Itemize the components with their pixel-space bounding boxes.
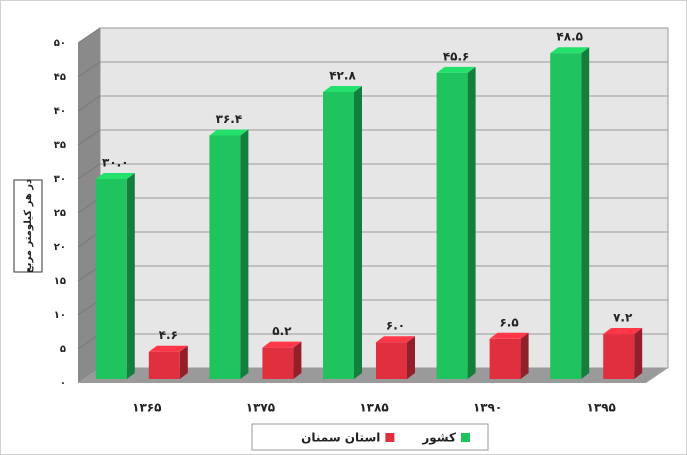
legend-label: کشور — [421, 431, 456, 446]
value-label: ۷.۲ — [613, 311, 633, 325]
y-tick-label: ۲۰ — [54, 242, 66, 253]
value-label: ۴۲.۸ — [329, 68, 356, 82]
bar — [209, 135, 241, 379]
bar — [603, 334, 635, 379]
x-tick-label: ۱۳۶۵ — [132, 401, 161, 415]
value-label: ۴.۶ — [159, 328, 178, 342]
legend-swatch — [385, 433, 395, 442]
legend-swatch — [461, 433, 470, 442]
grid-line-side — [77, 61, 101, 78]
legend-label: استان سمنان — [301, 431, 380, 445]
value-label: ۴۸.۵ — [556, 30, 583, 44]
y-tick-label: ۳۵ — [54, 140, 66, 151]
bar-side — [293, 341, 302, 379]
grid-line-side — [77, 163, 101, 180]
bar-top — [603, 328, 643, 335]
y-tick-label: ۱۰ — [54, 310, 66, 321]
bar-top — [323, 85, 362, 92]
y-tick-label: ۵۰ — [54, 38, 66, 49]
x-tick-label: ۱۳۹۵ — [587, 401, 616, 415]
bar — [489, 338, 521, 379]
bar-top — [209, 129, 249, 136]
bar-side — [520, 332, 529, 379]
bar-top — [262, 341, 302, 348]
x-tick-label: ۱۳۸۵ — [359, 401, 388, 415]
bar-top — [95, 173, 135, 179]
value-label: ۶.۰ — [386, 319, 405, 333]
bar — [550, 53, 582, 379]
grid-line-side — [77, 27, 101, 44]
value-label: ۳۶.۴ — [216, 112, 243, 126]
y-tick-label: ۵ — [60, 344, 66, 355]
value-label: ۴۵.۶ — [443, 49, 470, 63]
bar — [148, 351, 180, 379]
x-tick-label: ۱۳۹۰ — [473, 401, 502, 415]
bar-side — [581, 47, 590, 379]
bar-top — [376, 336, 415, 343]
bar-top — [148, 345, 188, 352]
y-tick-label: ۳۰ — [54, 174, 66, 185]
bar — [436, 72, 468, 380]
value-label: ۳۰.۰ — [102, 156, 129, 170]
bar-top — [489, 332, 529, 339]
y-tick-label: ۱۵ — [54, 276, 66, 287]
y-tick-label: ۲۵ — [54, 208, 66, 219]
bar — [323, 91, 354, 380]
value-label: ۶.۵ — [499, 315, 518, 329]
bar-side — [467, 66, 476, 380]
x-tick-label: ۱۳۷۵ — [246, 401, 275, 415]
bar-top — [550, 47, 590, 54]
bar-side — [407, 336, 415, 379]
bar-side — [634, 328, 643, 379]
y-axis-label: در هر کیلومتر مربع — [23, 179, 34, 273]
bar — [376, 342, 407, 379]
y-label-box — [13, 179, 43, 273]
bar-side — [179, 345, 188, 379]
bar-side — [240, 129, 249, 379]
grid-line-side — [77, 129, 101, 146]
bar-side — [354, 85, 362, 380]
grid-line-side — [77, 95, 101, 112]
bar — [262, 347, 294, 379]
bar-top — [436, 66, 476, 73]
y-tick-label: ۴۰ — [54, 106, 66, 117]
y-tick-label: ۰ — [60, 378, 66, 389]
bar-side — [126, 173, 135, 379]
value-label: ۵.۲ — [272, 324, 292, 338]
y-tick-label: ۴۵ — [54, 72, 66, 83]
legend — [251, 423, 489, 451]
bar — [95, 179, 127, 379]
